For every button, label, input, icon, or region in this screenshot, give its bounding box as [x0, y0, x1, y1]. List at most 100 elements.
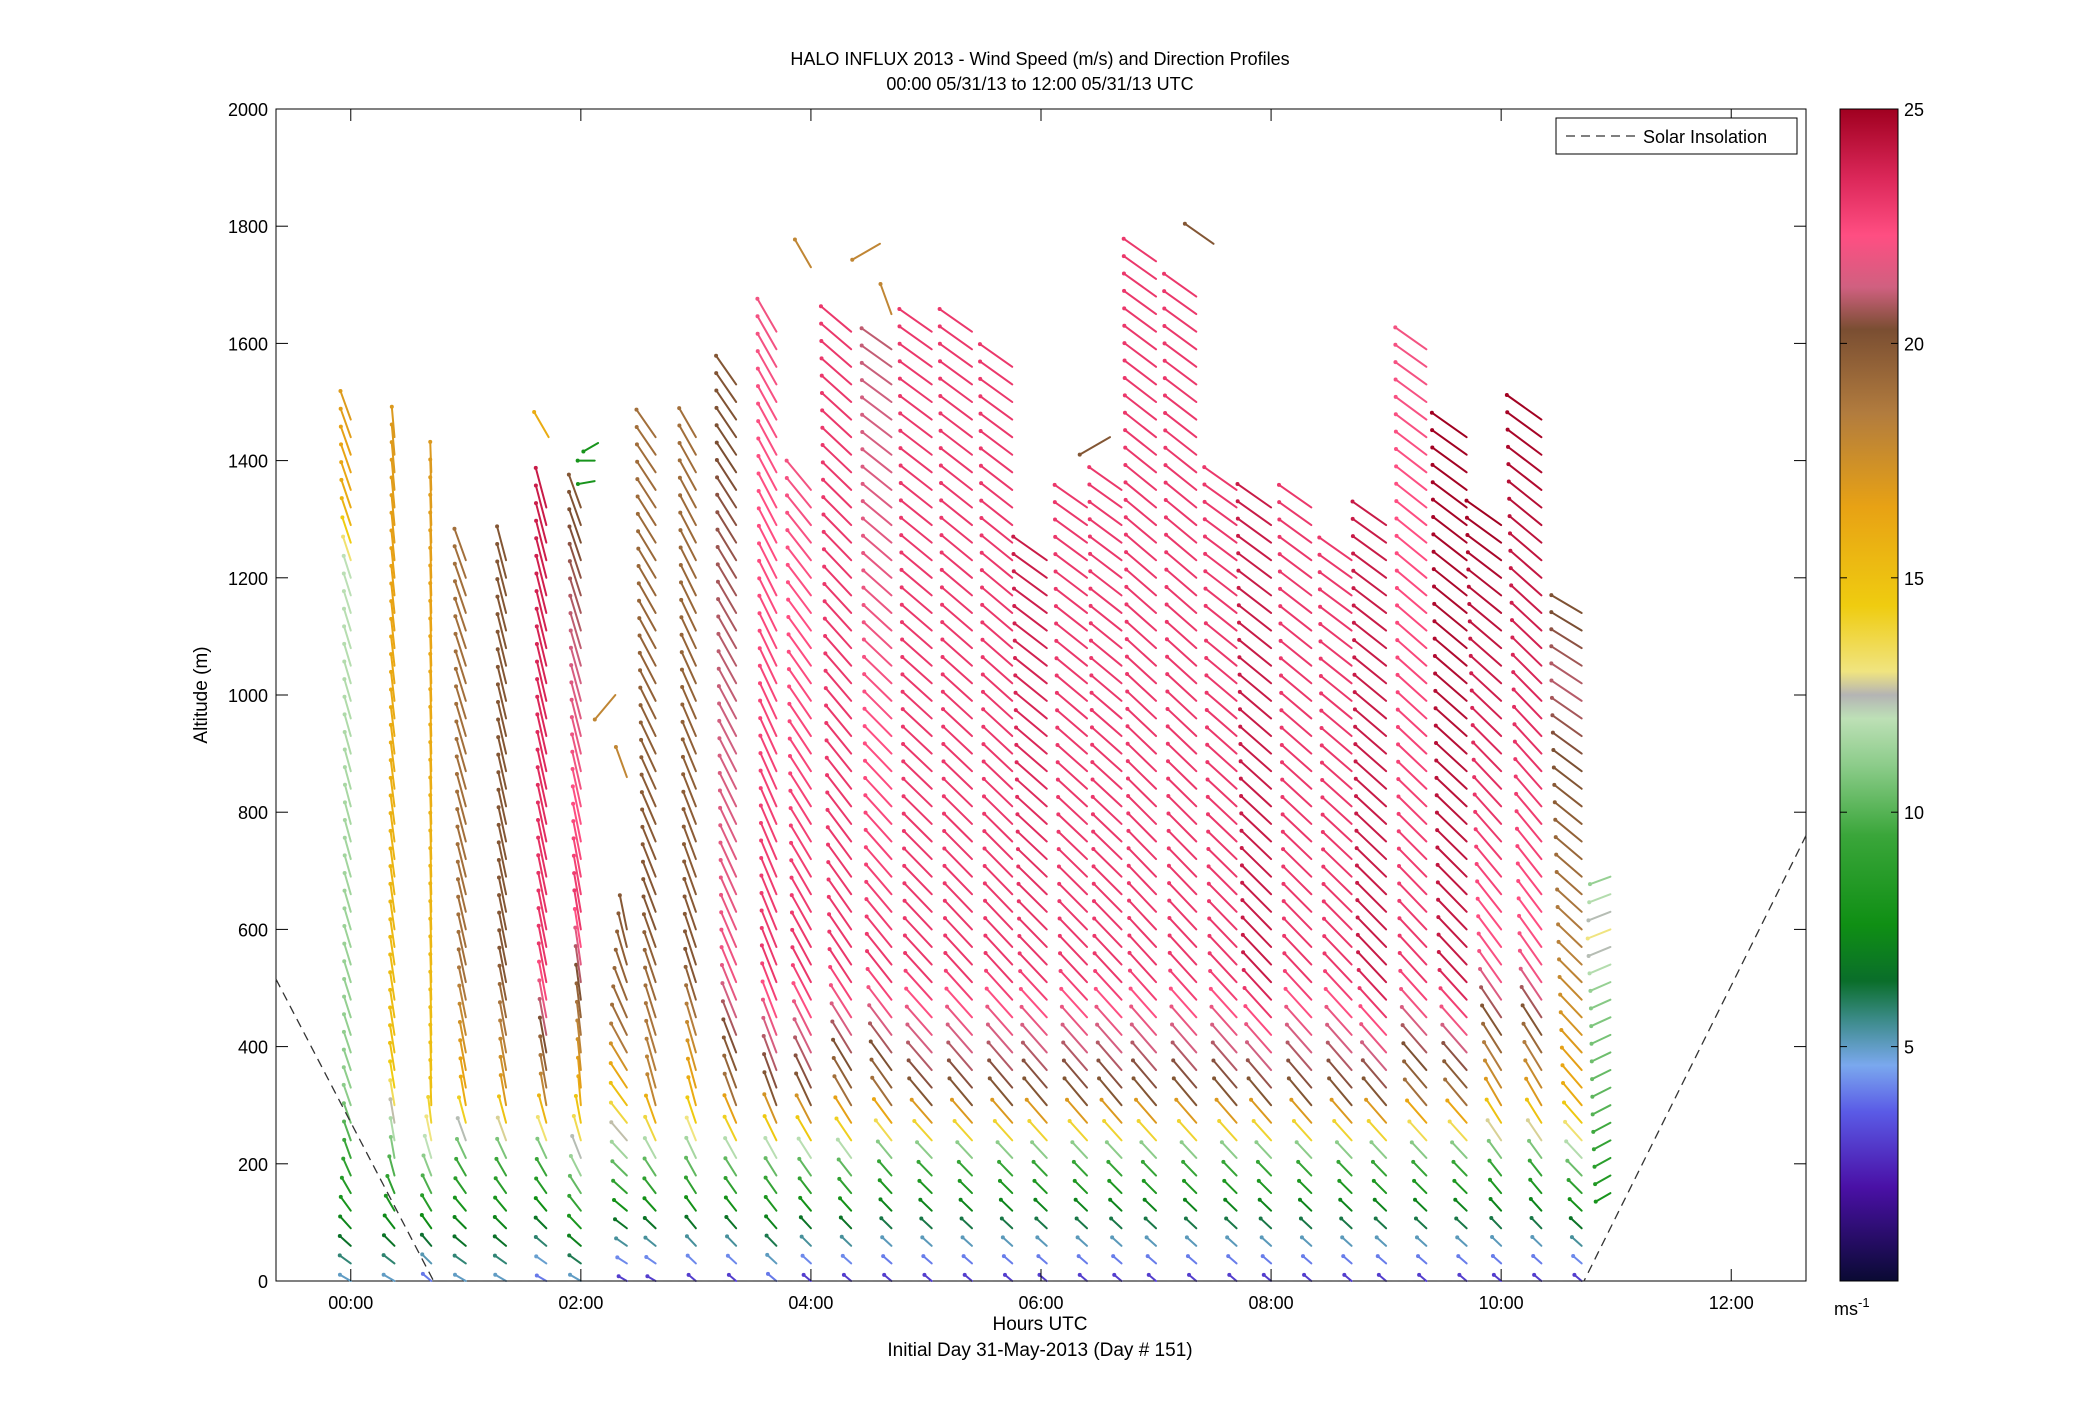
wind-barb-head [638, 720, 643, 725]
wind-barb [639, 772, 657, 808]
wind-barb-shaft [718, 754, 738, 790]
wind-barb-head [495, 612, 500, 617]
wind-barb [534, 641, 548, 685]
wind-barb [453, 631, 467, 667]
wind-barb [534, 1176, 548, 1195]
wind-barb-head [1258, 1216, 1263, 1221]
wind-barb-shaft [764, 1136, 778, 1159]
wind-barb-head [1350, 516, 1355, 521]
wind-barb-head [1568, 1216, 1573, 1221]
wind-barb [496, 699, 508, 738]
wind-barb-head [1395, 724, 1400, 729]
wind-barb [678, 545, 697, 579]
wind-barb-head [1166, 811, 1171, 816]
wind-barb [534, 1254, 548, 1265]
wind-barb-head [1360, 1058, 1365, 1063]
wind-barb-head [897, 359, 902, 364]
wind-barb-shaft [716, 580, 738, 614]
wind-barb [715, 527, 738, 562]
x-tick-label: 00:00 [328, 1293, 373, 1313]
wind-barb-shaft [569, 629, 582, 667]
wind-barb-head [862, 706, 867, 711]
wind-barb-head [1407, 1119, 1412, 1124]
wind-barb-head [794, 1093, 799, 1098]
wind-barb [643, 1093, 657, 1124]
wind-barb-head [1433, 671, 1438, 676]
wind-barb [342, 835, 352, 861]
wind-barb-head [640, 859, 645, 864]
wind-barb-head [789, 840, 794, 845]
wind-barb-head [795, 1115, 800, 1120]
wind-barb-shaft [679, 494, 697, 527]
wind-barb [641, 894, 657, 931]
wind-barb-head [388, 881, 393, 886]
wind-barb-shaft [717, 667, 738, 702]
wind-barb-head [920, 1235, 925, 1240]
wind-barb [681, 807, 697, 843]
wind-barb-head [1353, 759, 1358, 764]
wind-barb [644, 1054, 657, 1089]
wind-barb-shaft [635, 443, 657, 474]
wind-barb-shaft [538, 960, 548, 1001]
wind-barb-head [1239, 811, 1244, 816]
wind-barb-head [420, 1173, 425, 1178]
wind-barb-head [785, 562, 790, 567]
wind-barb-head [1473, 827, 1478, 832]
wind-barb-head [1321, 847, 1326, 852]
wind-barb-shaft [635, 426, 657, 456]
wind-barb-head [573, 1094, 578, 1099]
wind-barb-head [1351, 586, 1356, 591]
wind-barb-head [1221, 1159, 1226, 1164]
wind-barb-head [1142, 1197, 1147, 1202]
wind-barb-head [493, 1176, 498, 1181]
wind-barb-shaft [679, 529, 697, 562]
wind-barb-shaft [644, 1236, 657, 1247]
chart-subtitle: 00:00 05/31/13 to 12:00 05/31/13 UTC [886, 74, 1193, 94]
wind-barb-head [882, 1272, 887, 1277]
wind-barb [339, 477, 352, 509]
wind-barb-head [381, 1272, 386, 1277]
wind-barb-head [1222, 1178, 1227, 1183]
wind-barb-head [575, 482, 580, 487]
wind-barb-head [1531, 1254, 1536, 1259]
wind-barb-head [978, 376, 983, 381]
wind-barb-head [900, 637, 905, 642]
wind-barb-head [1162, 358, 1167, 363]
wind-barb-head [639, 790, 644, 795]
wind-barb-head [1092, 933, 1097, 938]
wind-barb-shaft [616, 930, 628, 966]
wind-barb [388, 1078, 396, 1107]
wind-barb-head [1182, 221, 1187, 226]
wind-barb-shaft [609, 1042, 628, 1072]
wind-barb-head [1278, 604, 1283, 609]
wind-barb-head [821, 495, 826, 500]
wind-barb-head [756, 506, 761, 511]
wind-barb-head [800, 1253, 805, 1258]
wind-barb-head [861, 602, 866, 607]
wind-barb-head [1456, 1254, 1461, 1259]
wind-barb-head [492, 1215, 497, 1220]
wind-barb-head [342, 835, 347, 840]
wind-barb-head [1110, 1235, 1115, 1240]
colorbar-tick-label: 15 [1904, 569, 1924, 589]
wind-barb-head [571, 801, 576, 806]
wind-barb-head [341, 1082, 346, 1087]
wind-barb-shaft [498, 929, 508, 966]
wind-barb-head [1514, 791, 1519, 796]
wind-barb [342, 923, 352, 948]
wind-barb [682, 859, 697, 896]
wind-barb-head [495, 524, 500, 529]
wind-barb-head [1355, 915, 1360, 920]
wind-barb-head [1166, 828, 1171, 833]
wind-barb-head [419, 1213, 424, 1218]
wind-barb-shaft [389, 1079, 396, 1107]
wind-barb [644, 1255, 657, 1265]
wind-barb-head [1516, 896, 1521, 901]
wind-barb-head [568, 611, 573, 616]
wind-barb-head [1465, 550, 1470, 555]
wind-barb-head [922, 1272, 927, 1277]
wind-barb [574, 962, 582, 1001]
wind-barb [684, 1001, 697, 1036]
wind-barb-head [1126, 811, 1131, 816]
wind-barb-head [1053, 552, 1058, 557]
